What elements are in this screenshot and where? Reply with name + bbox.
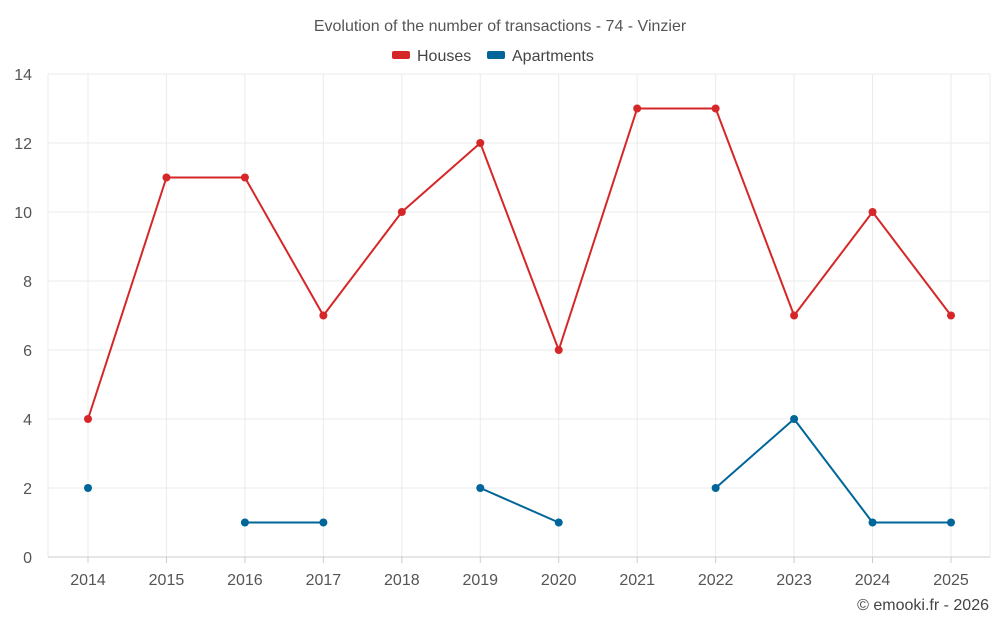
- x-tick-label-2021: 2021: [619, 572, 655, 589]
- legend-swatch-houses: [392, 51, 410, 59]
- data-point-apartments-2024: [868, 518, 877, 527]
- x-tick-label-2023: 2023: [776, 572, 812, 589]
- data-point-apartments-2014: [84, 484, 92, 492]
- data-point-houses-2017: [319, 311, 328, 320]
- data-point-apartments-2019: [476, 484, 485, 492]
- data-point-houses-2018: [397, 208, 406, 216]
- x-tick-label-2016: 2016: [227, 572, 263, 589]
- data-point-apartments-2025: [947, 518, 955, 527]
- legend-item-apartments[interactable]: Apartments: [487, 48, 594, 65]
- legend: Houses Apartments: [392, 48, 594, 65]
- x-tick-label-2019: 2019: [462, 572, 498, 589]
- y-tick-label-14: 14: [14, 67, 32, 84]
- legend-swatch-apartments: [487, 51, 505, 59]
- data-point-apartments-2016: [240, 518, 249, 527]
- y-tick-label-12: 12: [14, 136, 32, 153]
- data-point-houses-2022: [711, 104, 720, 113]
- data-point-apartments-2017: [319, 518, 328, 527]
- x-tick-label-2018: 2018: [384, 572, 420, 589]
- data-point-houses-2020: [554, 346, 563, 354]
- series-line-apartments-3: [714, 418, 952, 524]
- data-point-houses-2016: [240, 173, 249, 182]
- x-tick-label-2022: 2022: [698, 572, 734, 589]
- data-point-apartments-2020: [554, 518, 563, 527]
- series-line-apartments-2: [479, 487, 560, 524]
- legend-label-apartments: Apartments: [512, 48, 594, 65]
- credit-text: © emooki.fr - 2026: [857, 597, 989, 614]
- y-tick-label-8: 8: [23, 274, 32, 291]
- x-tick-label-2014: 2014: [70, 572, 106, 589]
- legend-label-houses: Houses: [417, 48, 471, 65]
- data-point-houses-2019: [476, 139, 485, 147]
- data-point-houses-2025: [947, 311, 955, 320]
- x-tick-label-2020: 2020: [541, 572, 577, 589]
- y-tick-label-4: 4: [23, 412, 32, 429]
- x-tick-label-2025: 2025: [933, 572, 969, 589]
- data-point-houses-2015: [162, 173, 171, 182]
- series-line-houses-0: [87, 107, 952, 420]
- chart-title: Evolution of the number of transactions …: [314, 18, 687, 35]
- y-tick-label-6: 6: [23, 343, 32, 360]
- data-point-houses-2024: [868, 208, 877, 216]
- data-point-houses-2021: [633, 104, 642, 113]
- y-tick-label-2: 2: [23, 481, 32, 498]
- data-point-apartments-2022: [711, 484, 720, 492]
- data-point-houses-2023: [790, 311, 799, 320]
- y-tick-label-0: 0: [23, 550, 32, 567]
- plot-area: 0 2 4 6 8 10 12 14 2014 2015 2016 2017 2018 2019 2020 2…: [14, 67, 991, 589]
- y-tick-label-10: 10: [14, 205, 32, 222]
- x-tick-label-2017: 2017: [306, 572, 342, 589]
- data-point-houses-2014: [84, 415, 92, 423]
- x-tick-label-2024: 2024: [855, 572, 891, 589]
- legend-item-houses[interactable]: Houses: [392, 48, 471, 65]
- x-tick-label-2015: 2015: [149, 572, 185, 589]
- data-point-apartments-2023: [790, 415, 799, 423]
